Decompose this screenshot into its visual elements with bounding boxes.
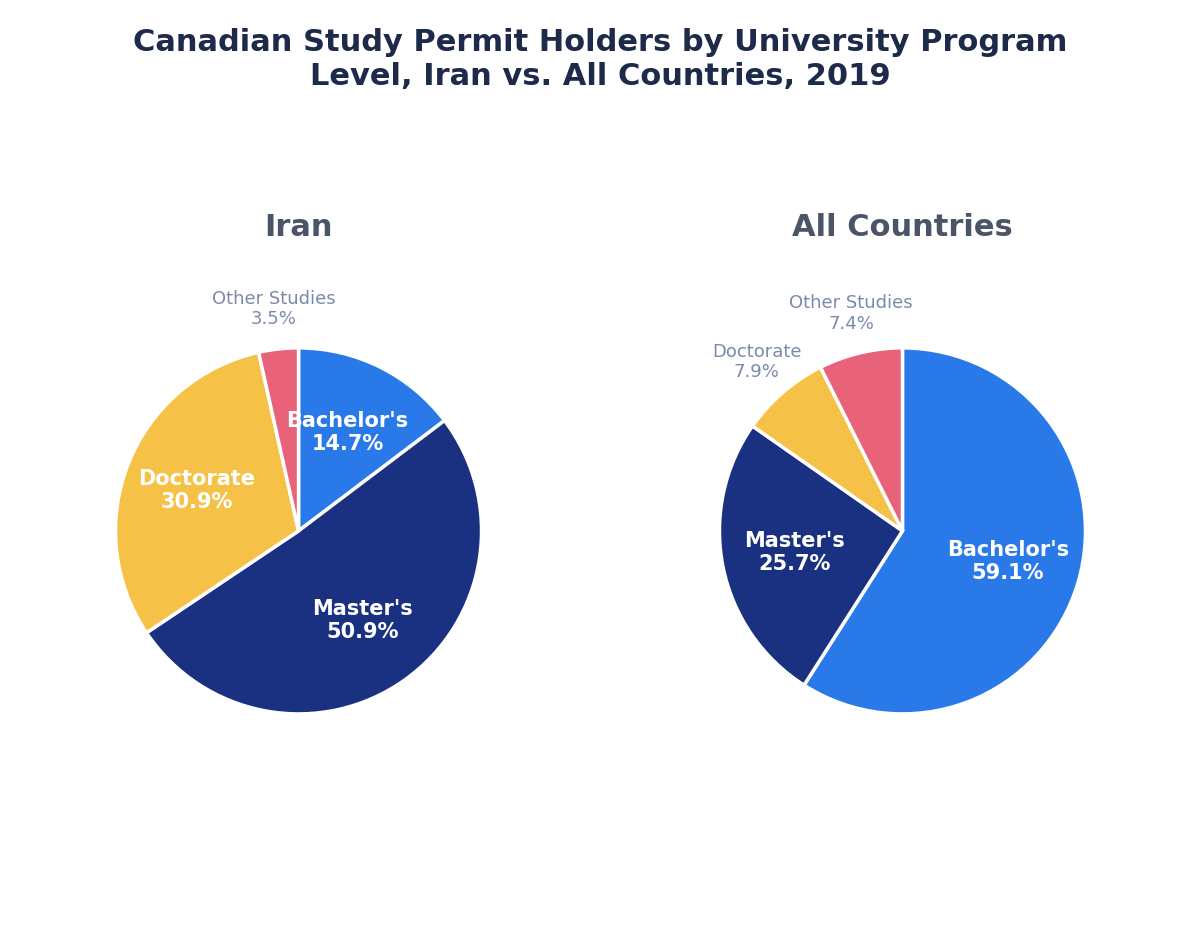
Text: Bachelor's
59.1%: Bachelor's 59.1% bbox=[946, 540, 1069, 583]
Text: Master's
25.7%: Master's 25.7% bbox=[745, 530, 846, 574]
Text: Canadian Study Permit Holders by University Program
Level, Iran vs. All Countrie: Canadian Study Permit Holders by Univers… bbox=[133, 28, 1068, 90]
Wedge shape bbox=[803, 348, 1086, 714]
Wedge shape bbox=[719, 426, 902, 685]
Wedge shape bbox=[147, 420, 482, 714]
Title: All Countries: All Countries bbox=[793, 212, 1012, 241]
Wedge shape bbox=[820, 348, 902, 531]
Text: Other Studies
3.5%: Other Studies 3.5% bbox=[213, 290, 336, 328]
Wedge shape bbox=[115, 352, 299, 633]
Text: Doctorate
30.9%: Doctorate 30.9% bbox=[138, 469, 255, 512]
Wedge shape bbox=[299, 348, 444, 531]
Text: Master's
50.9%: Master's 50.9% bbox=[312, 598, 413, 642]
Wedge shape bbox=[258, 348, 299, 531]
Text: Doctorate
7.9%: Doctorate 7.9% bbox=[712, 343, 801, 381]
Text: Bachelor's
14.7%: Bachelor's 14.7% bbox=[286, 411, 408, 454]
Title: Iran: Iran bbox=[264, 212, 333, 241]
Text: Other Studies
7.4%: Other Studies 7.4% bbox=[789, 295, 913, 333]
Wedge shape bbox=[753, 367, 902, 531]
